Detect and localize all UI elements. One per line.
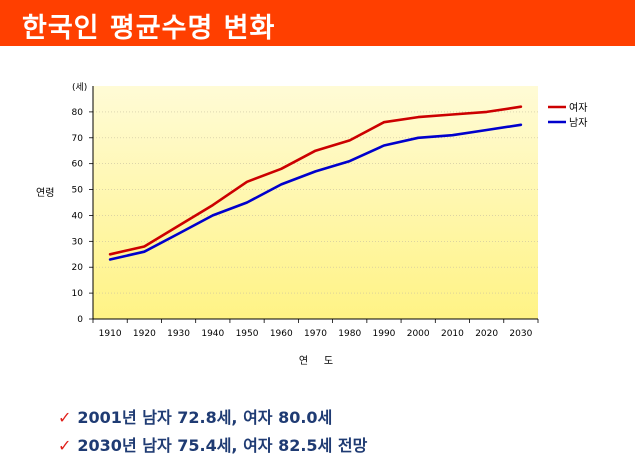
note-2030: ✓ 2030년 남자 75.4세, 여자 82.5세 전망 [58, 432, 367, 460]
series-lines [108, 105, 523, 261]
y-tick-label: 70 [72, 134, 84, 144]
page-title: 한국인 평균수명 변화 [22, 13, 276, 44]
check-icon: ✓ [58, 436, 72, 455]
x-tick-label: 2000 [407, 329, 430, 339]
x-tick-label: 1980 [338, 329, 361, 339]
y-tick-label: 60 [72, 160, 84, 170]
gridlines [93, 111, 538, 294]
y-tick-label: 0 [77, 315, 83, 325]
x-tick-label: 2020 [475, 329, 498, 339]
y-tick-label: 20 [72, 263, 84, 273]
title-bar: 한국인 평균수명 변화 [0, 0, 635, 46]
x-tick-label: 1950 [236, 329, 259, 339]
note-text: 2001년 남자 72.8세, 여자 80.0세 [77, 408, 333, 427]
y-tick-label: 80 [72, 108, 84, 118]
y-tick-label: 50 [72, 186, 84, 196]
y-tick-label: 30 [72, 237, 84, 247]
x-tick-label: 1990 [373, 329, 396, 339]
plot-area [93, 86, 538, 319]
x-tick-label: 1940 [201, 329, 224, 339]
x-axis-label: 연 도 [299, 355, 333, 367]
note-text: 2030년 남자 75.4세, 여자 82.5세 전망 [77, 436, 368, 455]
legend-label: 여자 [569, 102, 587, 114]
check-icon: ✓ [58, 408, 72, 427]
legend-label: 남자 [569, 117, 587, 129]
note-2001: ✓ 2001년 남자 72.8세, 여자 80.0세 [58, 404, 367, 432]
x-tick-label: 1930 [167, 329, 190, 339]
y-axis-label: 연령 [36, 187, 54, 199]
x-tick-label: 1910 [99, 329, 122, 339]
x-tick-label: 1970 [304, 329, 327, 339]
series-line-female [108, 105, 523, 256]
x-tick-label: 2010 [441, 329, 464, 339]
x-tick-label: 2030 [509, 329, 532, 339]
summary-notes: ✓ 2001년 남자 72.8세, 여자 80.0세 ✓ 2030년 남자 75.4… [58, 404, 367, 460]
x-tick-label: 1960 [270, 329, 293, 339]
y-axis-unit: (세) [72, 82, 87, 93]
x-tick-label: 1920 [133, 329, 156, 339]
y-tick-label: 40 [72, 211, 84, 221]
y-tick-label: 10 [72, 289, 84, 299]
series-line-male [108, 123, 523, 261]
